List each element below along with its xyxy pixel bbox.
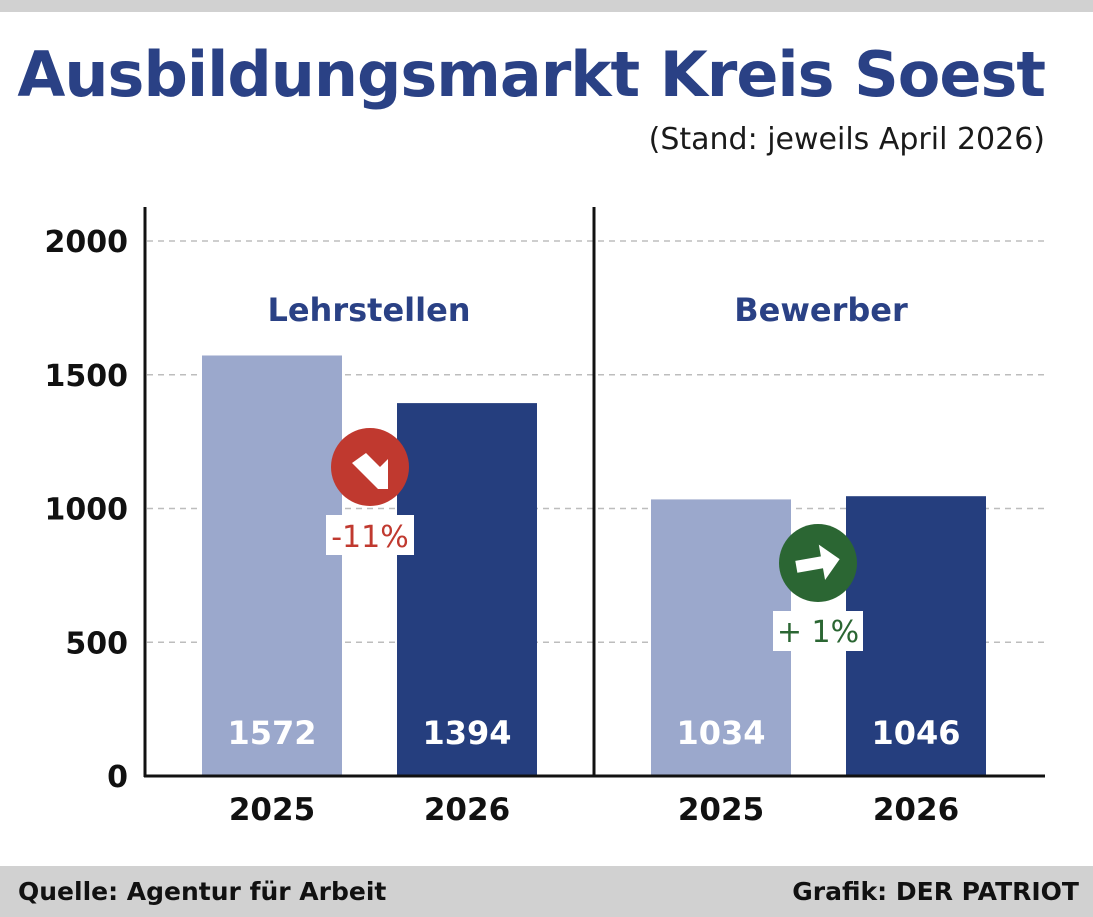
bar	[202, 355, 342, 776]
bar-value-label: 1034	[676, 714, 765, 752]
bar-chart: 0 500 1000 1500 2000 1572 2025 1394 2026 Lehrstel…	[45, 207, 1045, 828]
increase-label-box	[773, 611, 863, 651]
x-tick-label: 2026	[424, 792, 510, 828]
x-tick-label: 2026	[873, 792, 959, 828]
bar-value-label: 1572	[227, 714, 316, 752]
y-tick-label: 0	[107, 760, 128, 795]
x-tick-label: 2025	[229, 792, 315, 828]
source-note: Quelle: Agentur für Arbeit	[18, 877, 387, 906]
decrease-label-box	[326, 515, 414, 555]
footer: Quelle: Agentur für Arbeit Grafik: DER P…	[0, 866, 1093, 917]
y-tick-label: 2000	[45, 225, 129, 260]
credit-note: Grafik: DER PATRIOT	[792, 877, 1079, 906]
decrease-label: -11%	[331, 520, 409, 555]
chart-subtitle: (Stand: jeweils April 2026)	[648, 122, 1045, 157]
arrow-down-right-icon	[352, 453, 388, 489]
top-bar	[0, 0, 1093, 12]
increase-label: + 1%	[777, 615, 859, 650]
x-tick-label: 2025	[678, 792, 764, 828]
bar	[397, 403, 537, 776]
bar	[846, 496, 986, 776]
bar-value-label: 1394	[422, 714, 511, 752]
bar-value-label: 1046	[871, 714, 960, 752]
chart-title: Ausbildungsmarkt Kreis Soest	[17, 38, 1046, 111]
y-tick-label: 1500	[45, 359, 129, 394]
y-tick-label: 500	[65, 626, 128, 661]
bar	[651, 499, 791, 776]
panel-label: Lehrstellen	[267, 291, 470, 329]
arrow-right-icon	[795, 544, 840, 581]
panel-label: Bewerber	[734, 291, 908, 329]
y-tick-label: 1000	[45, 493, 129, 528]
